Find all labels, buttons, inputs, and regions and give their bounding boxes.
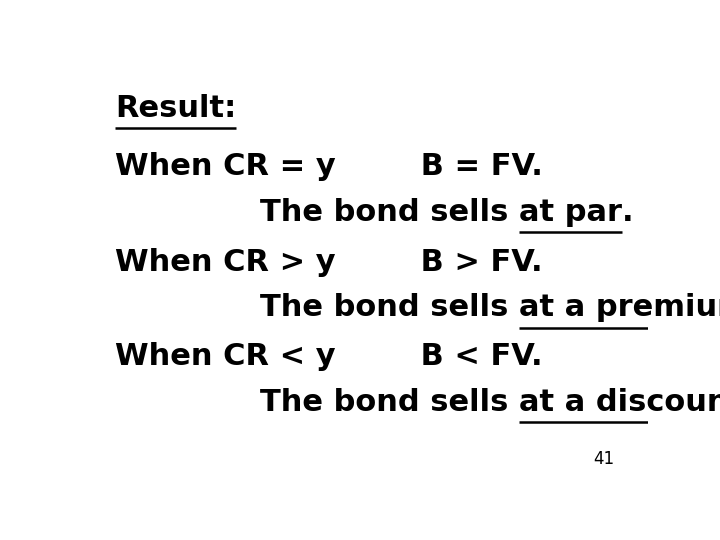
Text: The bond sells: The bond sells <box>260 293 519 322</box>
Text: When CR = y        B = FV.: When CR = y B = FV. <box>115 152 543 181</box>
Text: at a premium: at a premium <box>519 293 720 322</box>
Text: The bond sells: The bond sells <box>260 388 519 417</box>
Text: 41: 41 <box>593 450 615 468</box>
Text: at par: at par <box>519 198 622 227</box>
Text: .: . <box>622 198 634 227</box>
Text: Result:: Result: <box>115 94 236 123</box>
Text: at a discount: at a discount <box>519 388 720 417</box>
Text: When CR > y        B > FV.: When CR > y B > FV. <box>115 248 543 276</box>
Text: When CR < y        B < FV.: When CR < y B < FV. <box>115 342 543 371</box>
Text: The bond sells: The bond sells <box>260 198 519 227</box>
